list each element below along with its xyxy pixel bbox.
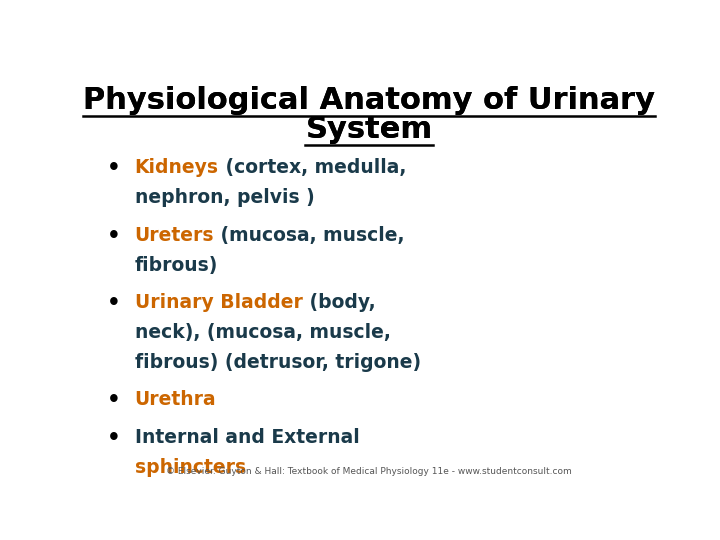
Text: Internal and External: Internal and External: [135, 428, 359, 447]
Text: •: •: [107, 390, 120, 410]
Text: nephron, pelvis ): nephron, pelvis ): [135, 188, 315, 207]
Text: •: •: [107, 293, 120, 313]
Text: (mucosa, muscle,: (mucosa, muscle,: [214, 226, 405, 245]
Text: System: System: [305, 114, 433, 144]
Text: fibrous): fibrous): [135, 255, 218, 275]
Text: Ureters: Ureters: [135, 226, 214, 245]
Text: Physiological Anatomy of Urinary: Physiological Anatomy of Urinary: [83, 86, 655, 114]
Text: Physiological Anatomy of Urinary: Physiological Anatomy of Urinary: [83, 86, 655, 114]
Text: sphincters: sphincters: [135, 458, 246, 477]
Text: •: •: [107, 158, 120, 178]
Text: Kidneys: Kidneys: [135, 158, 219, 177]
Text: •: •: [107, 428, 120, 448]
Text: © Elsevier. Guyton & Hall: Textbook of Medical Physiology 11e - www.studentconsu: © Elsevier. Guyton & Hall: Textbook of M…: [166, 467, 572, 476]
Text: fibrous) (detrusor, trigone): fibrous) (detrusor, trigone): [135, 353, 420, 372]
Text: System: System: [305, 114, 433, 144]
Text: (cortex, medulla,: (cortex, medulla,: [219, 158, 406, 177]
Text: neck), (mucosa, muscle,: neck), (mucosa, muscle,: [135, 323, 390, 342]
Text: (body,: (body,: [302, 293, 375, 312]
Text: Urinary Bladder: Urinary Bladder: [135, 293, 302, 312]
Text: Urethra: Urethra: [135, 390, 216, 409]
Text: •: •: [107, 226, 120, 246]
